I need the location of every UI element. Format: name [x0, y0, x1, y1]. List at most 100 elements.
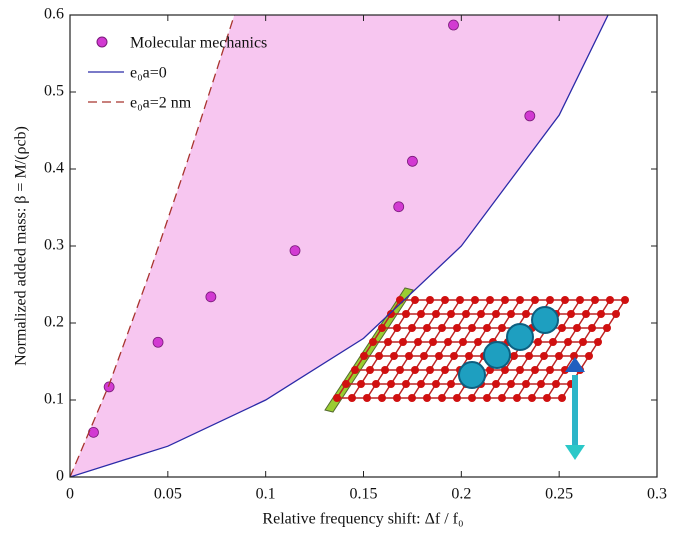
atom [411, 366, 419, 374]
atom [441, 366, 449, 374]
atom [333, 394, 341, 402]
atom [423, 324, 431, 332]
atom [576, 296, 584, 304]
atom [513, 394, 521, 402]
scatter-point [153, 337, 163, 347]
atom [507, 380, 515, 388]
x-tick-label: 0.3 [647, 486, 667, 503]
atom [372, 380, 380, 388]
atom [555, 352, 563, 360]
atom [549, 338, 557, 346]
atom [543, 394, 551, 402]
atom [426, 296, 434, 304]
atom [432, 380, 440, 388]
atom [453, 324, 461, 332]
atom [387, 310, 395, 318]
atom [621, 296, 629, 304]
atom [528, 394, 536, 402]
atom [369, 338, 377, 346]
atom [591, 296, 599, 304]
atom [441, 296, 449, 304]
x-tick-label: 0.1 [256, 486, 276, 503]
atom [447, 310, 455, 318]
atom [402, 310, 410, 318]
legend-swatch [97, 37, 107, 47]
atom [360, 352, 368, 360]
atom [348, 394, 356, 402]
y-tick-label: 0.2 [44, 314, 64, 331]
atom [588, 324, 596, 332]
atom [585, 352, 593, 360]
atom [387, 380, 395, 388]
scatter-point [206, 292, 216, 302]
atom [546, 366, 554, 374]
atom [558, 394, 566, 402]
atom [444, 338, 452, 346]
atom [456, 296, 464, 304]
atom [408, 394, 416, 402]
atom [516, 366, 524, 374]
atom [375, 352, 383, 360]
atom [381, 366, 389, 374]
y-tick-label: 0.4 [44, 160, 64, 177]
atom [507, 310, 515, 318]
scatter-point [394, 202, 404, 212]
atom [393, 394, 401, 402]
atom [573, 324, 581, 332]
atom [417, 380, 425, 388]
atom [516, 296, 524, 304]
atom [483, 394, 491, 402]
atom [378, 394, 386, 402]
atom [465, 352, 473, 360]
atom [429, 338, 437, 346]
atom [390, 352, 398, 360]
atom [417, 310, 425, 318]
x-tick-label: 0.05 [154, 486, 182, 503]
atom [453, 394, 461, 402]
atom [414, 338, 422, 346]
atom [426, 366, 434, 374]
y-tick-label: 0 [56, 468, 64, 485]
x-tick-label: 0 [66, 486, 74, 503]
atom [546, 296, 554, 304]
atom [408, 324, 416, 332]
atom [582, 310, 590, 318]
atom [522, 310, 530, 318]
atom [531, 366, 539, 374]
atom [564, 338, 572, 346]
atom [402, 380, 410, 388]
atom [522, 380, 530, 388]
atom [477, 310, 485, 318]
x-tick-label: 0.25 [545, 486, 573, 503]
atom [510, 352, 518, 360]
atom [540, 352, 548, 360]
atom [462, 310, 470, 318]
atom [492, 380, 500, 388]
atom [432, 310, 440, 318]
atom [525, 352, 533, 360]
molecule [459, 362, 485, 388]
atom [558, 324, 566, 332]
atom [459, 338, 467, 346]
atom [366, 366, 374, 374]
chart: Relative frequency shift: Δf / f₀ Normal… [0, 0, 692, 541]
atom [612, 310, 620, 318]
atom [579, 338, 587, 346]
scatter-point [407, 156, 417, 166]
atom [501, 296, 509, 304]
atom [447, 380, 455, 388]
atom [468, 394, 476, 402]
atom [438, 324, 446, 332]
atom [567, 310, 575, 318]
atom [552, 380, 560, 388]
y-axis-label: Normalized added mass: β = M/(ρcb) [13, 126, 30, 366]
x-axis-label: Relative frequency shift: Δf / f₀ [262, 511, 463, 528]
atom [435, 352, 443, 360]
atom [537, 380, 545, 388]
atom [393, 324, 401, 332]
atom [384, 338, 392, 346]
molecule [532, 307, 558, 333]
y-tick-label: 0.3 [44, 237, 64, 254]
y-tick-label: 0.6 [44, 6, 64, 23]
atom [606, 296, 614, 304]
